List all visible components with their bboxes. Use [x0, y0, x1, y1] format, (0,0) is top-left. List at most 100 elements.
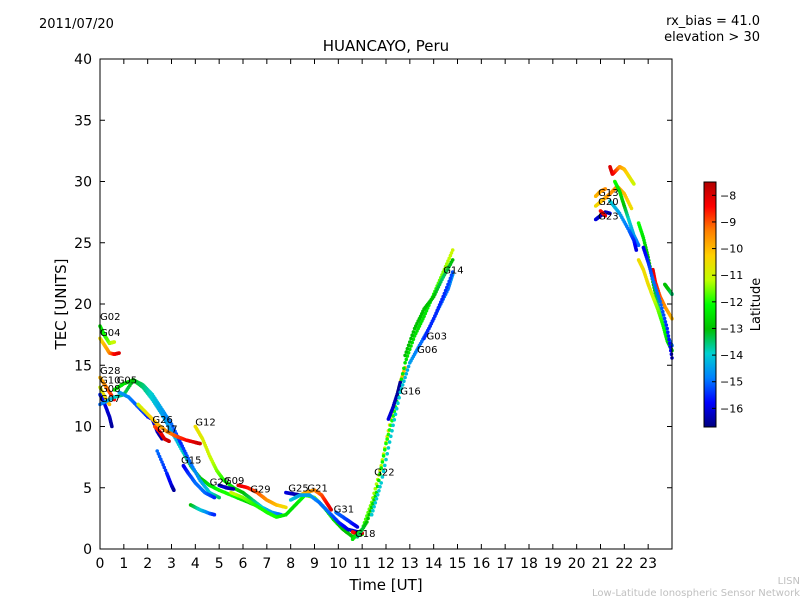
data-point — [443, 264, 448, 269]
x-tick-label: 1 — [119, 556, 128, 572]
data-point — [394, 406, 399, 411]
y-tick-label: 15 — [74, 358, 92, 374]
prn-label-g09: G09 — [224, 476, 244, 487]
data-point — [231, 487, 236, 491]
data-point — [389, 434, 393, 439]
prn-label-g20: G20 — [598, 197, 618, 208]
data-point — [440, 297, 444, 302]
data-point — [217, 495, 221, 500]
data-point — [603, 214, 608, 218]
x-tick-label: 3 — [167, 556, 176, 572]
data-point — [662, 316, 667, 321]
data-point — [393, 412, 398, 417]
data-point — [379, 466, 384, 470]
x-tick-label: 18 — [520, 556, 538, 572]
x-tick-label: 17 — [496, 556, 514, 572]
x-tick-label: 9 — [310, 556, 319, 572]
y-tick-label: 5 — [83, 481, 92, 497]
prn-label-g04: G04 — [100, 328, 120, 339]
data-point — [666, 334, 671, 338]
data-point — [159, 457, 163, 462]
x-tick-label: 15 — [449, 556, 467, 572]
series-g05 — [112, 378, 269, 512]
data-point — [396, 401, 400, 406]
series-g03 — [422, 270, 455, 341]
data-point — [381, 469, 386, 474]
colorbar-tick-label: −12 — [720, 296, 743, 309]
data-point — [445, 285, 449, 290]
series-g17 — [153, 424, 171, 444]
x-tick-label: 5 — [215, 556, 224, 572]
y-tick-label: 30 — [74, 175, 92, 191]
prn-label-g08: G08 — [100, 384, 120, 395]
x-tick-label: 4 — [191, 556, 200, 572]
data-point — [406, 364, 411, 369]
data-point — [373, 501, 378, 505]
data-point — [434, 311, 438, 316]
prn-label-g18: G18 — [355, 529, 375, 540]
data-point — [636, 243, 641, 247]
prn-label-g12: G12 — [195, 417, 215, 428]
data-point — [667, 341, 672, 346]
parameters-info: rx_bias = 41.0 elevation > 30 — [664, 14, 760, 46]
chart-title: HUANCAYO, Peru — [322, 37, 450, 55]
data-point — [402, 366, 406, 371]
y-tick-label: 40 — [74, 52, 92, 68]
x-tick-label: 11 — [353, 556, 371, 572]
prn-label-g16: G16 — [400, 387, 420, 398]
data-point — [410, 333, 415, 338]
data-point — [447, 256, 452, 261]
series-g31 — [334, 510, 360, 529]
data-point — [372, 504, 376, 509]
y-tick-label: 10 — [74, 420, 92, 436]
data-point — [365, 520, 369, 524]
data-point — [664, 323, 669, 327]
data-point — [329, 508, 334, 512]
data-point — [441, 294, 446, 299]
data-point — [212, 495, 217, 500]
prn-label-g03: G03 — [427, 332, 447, 343]
data-point — [657, 297, 661, 301]
data-point — [442, 291, 447, 296]
x-axis: 0 1 2 3 4 5 6 7 8 9 10 11 12 13 14 15 16 17 18 19 20 21 22 23 — [96, 59, 657, 572]
y-tick-label: 25 — [74, 236, 92, 252]
data-point — [603, 187, 608, 191]
data-point — [117, 351, 121, 355]
prn-label-g07: G07 — [100, 394, 120, 405]
prn-label-g21: G21 — [307, 483, 327, 494]
x-tick-label: 13 — [401, 556, 419, 572]
y-tick-label: 0 — [83, 542, 92, 558]
data-point — [162, 465, 167, 470]
colorbar-tick-label: −13 — [720, 322, 743, 335]
y-axis: 0 5 10 15 20 25 30 35 40 — [74, 52, 672, 558]
data-point — [397, 395, 401, 400]
data-point — [411, 330, 416, 334]
data-point — [422, 314, 426, 319]
data-point — [403, 361, 407, 365]
data-point — [658, 299, 662, 304]
data-point — [433, 314, 437, 318]
data-point — [404, 350, 409, 354]
x-tick-label: 0 — [96, 556, 105, 572]
data-point — [107, 402, 112, 407]
data-point — [387, 440, 392, 444]
prn-label-g23: G23 — [598, 212, 618, 223]
data-point — [400, 372, 405, 376]
x-tick-label: 2 — [143, 556, 152, 572]
data-point — [408, 340, 412, 344]
prn-label-g22: G22 — [374, 468, 394, 479]
footer: LISN Low-Latitude Ionospheric Sensor Net… — [592, 576, 800, 600]
colorbar-tick-label: −10 — [720, 243, 743, 256]
colorbar: −8 −9 −10 −11 −12 −13 −14 −15 −16 Latitude — [703, 181, 764, 428]
footer-org-short: LISN — [777, 576, 800, 587]
data-point — [446, 282, 450, 287]
prn-label-g06: G06 — [417, 345, 437, 356]
series-g29 — [236, 483, 288, 510]
data-point — [661, 313, 666, 317]
x-tick-label: 19 — [544, 556, 562, 572]
data-point — [371, 508, 375, 513]
data-point — [373, 486, 378, 491]
y-axis-label: TEC [UNITS] — [52, 259, 70, 351]
x-tick-label: 16 — [472, 556, 490, 572]
